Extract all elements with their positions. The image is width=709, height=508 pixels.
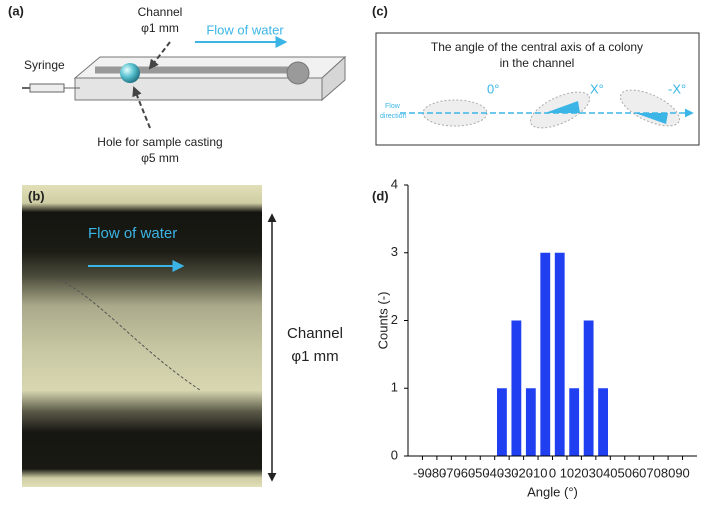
- angle-label: -X°: [668, 81, 686, 96]
- label: Channel: [138, 5, 183, 19]
- label: φ1 mm: [291, 348, 338, 365]
- bar: [569, 388, 580, 456]
- panel-b: (b) Flow of water Channel φ1 mm: [22, 185, 343, 487]
- panel-label: (c): [372, 3, 388, 18]
- x-tick-label: -30: [500, 465, 519, 480]
- panel-label: (a): [8, 3, 24, 18]
- angle-label: 0°: [487, 81, 499, 96]
- y-axis-label: Counts (-): [375, 292, 390, 350]
- micrograph: [22, 185, 262, 487]
- angle-wedge: [635, 113, 668, 124]
- label: Channel: [287, 325, 343, 342]
- x-tick-label: -20: [514, 465, 533, 480]
- label: φ5 mm: [141, 151, 179, 165]
- y-tick-label: 0: [391, 447, 398, 462]
- panel-c: (c) The angle of the central axis of a c…: [372, 3, 700, 146]
- x-tick-label: -10: [529, 465, 548, 480]
- bar: [554, 252, 565, 456]
- x-tick-label: -60: [456, 465, 475, 480]
- panel-label: (b): [28, 188, 45, 203]
- x-tick-label: 40: [603, 465, 617, 480]
- panel-label: (d): [372, 188, 389, 203]
- x-tick-label: -50: [471, 465, 490, 480]
- bar: [598, 388, 608, 456]
- label: Syringe: [24, 58, 65, 72]
- pointer: [148, 41, 171, 70]
- bar: [525, 388, 536, 456]
- chip-front: [74, 77, 323, 101]
- x-tick-label: 50: [618, 465, 632, 480]
- label: in the channel: [500, 56, 575, 70]
- x-tick-label: -70: [442, 465, 461, 480]
- x-tick-label: -40: [485, 465, 504, 480]
- bar: [497, 388, 507, 456]
- x-tick-label: 60: [632, 465, 646, 480]
- angle-wedge: [545, 101, 580, 113]
- bar: [583, 320, 594, 456]
- bar: [511, 320, 522, 456]
- syringe: [29, 83, 65, 93]
- label: Flow of water: [88, 225, 177, 242]
- label: Hole for sample casting: [97, 135, 222, 149]
- label: The angle of the central axis of a colon…: [431, 40, 643, 54]
- y-tick-label: 3: [391, 244, 398, 259]
- chip-side: [321, 55, 346, 102]
- x-tick-label: 70: [646, 465, 660, 480]
- angle-label: X°: [590, 81, 604, 96]
- x-tick-label: -80: [428, 465, 447, 480]
- panel-a: (a) Channel φ1 mm Flow of water Syringe …: [8, 3, 347, 165]
- x-tick-label: 90: [675, 465, 689, 480]
- y-tick-label: 1: [391, 380, 398, 395]
- label: φ1 mm: [141, 21, 179, 35]
- x-tick-label: 0: [549, 465, 556, 480]
- label: Flow of water: [206, 22, 284, 37]
- x-tick-label: -90: [413, 465, 432, 480]
- x-tick-label: 80: [661, 465, 675, 480]
- bar: [540, 252, 551, 456]
- x-tick-label: 30: [589, 465, 603, 480]
- pointer: [132, 86, 151, 129]
- x-tick-label: 20: [574, 465, 588, 480]
- hole: [120, 63, 140, 83]
- colony: [59, 279, 201, 391]
- y-tick-label: 4: [391, 176, 398, 191]
- label: direction: [380, 113, 407, 120]
- x-axis-label: Angle (°): [527, 484, 578, 499]
- label: Flow: [385, 103, 401, 110]
- outlet: [286, 61, 310, 85]
- x-tick-label: 10: [560, 465, 574, 480]
- y-tick-label: 2: [391, 312, 398, 327]
